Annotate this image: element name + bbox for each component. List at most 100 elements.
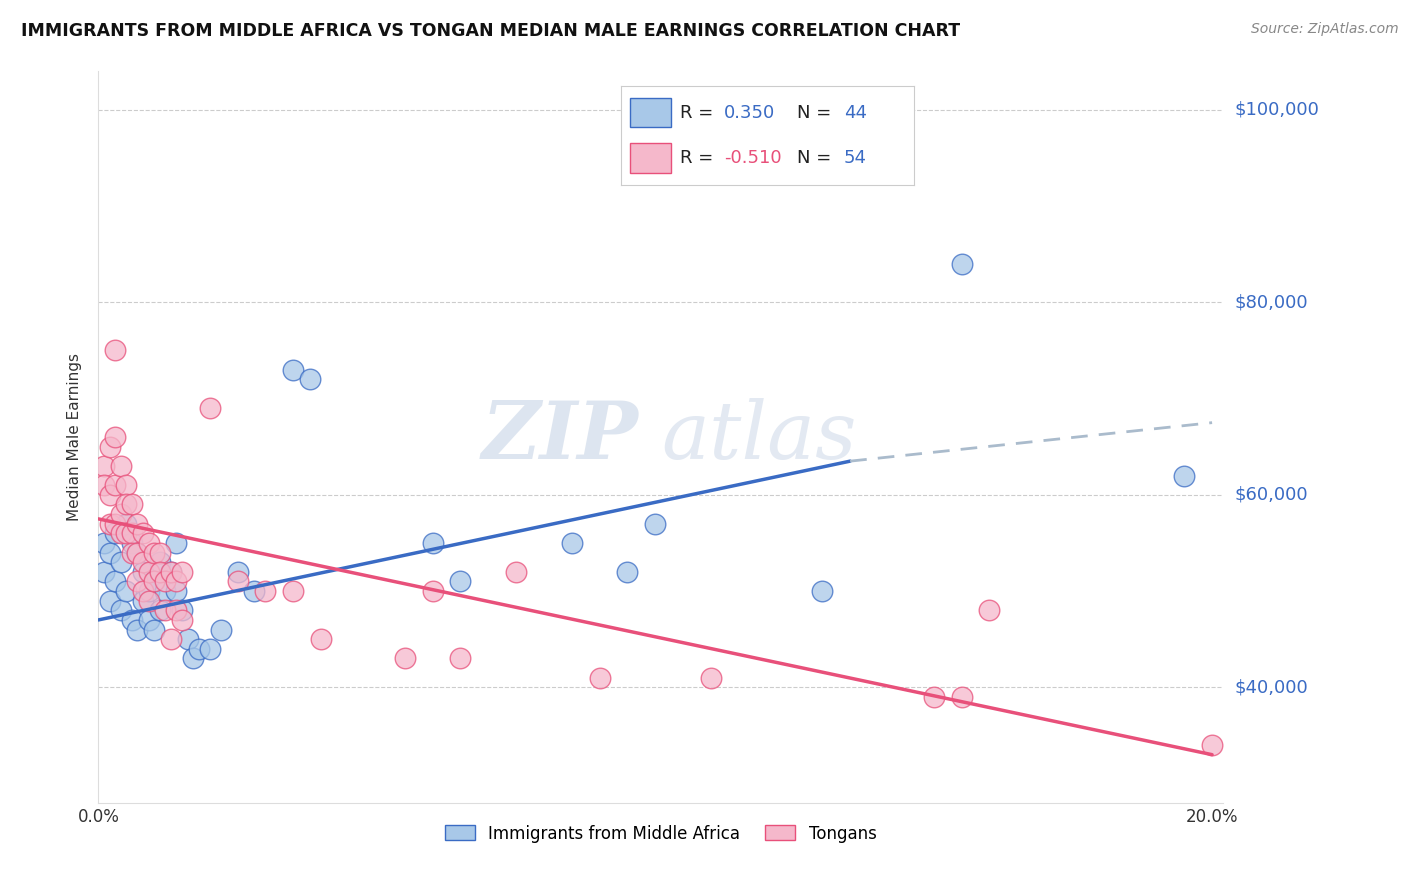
Point	[254, 584, 277, 599]
Point	[127, 545, 149, 559]
Point	[226, 574, 249, 589]
Point	[1173, 468, 1195, 483]
Point	[98, 593, 121, 607]
Point	[209, 623, 232, 637]
Point	[155, 603, 177, 617]
Point	[138, 536, 160, 550]
Point	[143, 574, 166, 589]
Point	[127, 623, 149, 637]
Point	[298, 372, 321, 386]
Point	[155, 584, 177, 599]
Point	[283, 584, 305, 599]
Point	[110, 526, 132, 541]
Point	[149, 555, 172, 569]
Point	[644, 516, 666, 531]
Point	[98, 545, 121, 559]
Point	[170, 565, 193, 579]
Point	[104, 430, 127, 444]
Point	[149, 603, 172, 617]
Point	[138, 584, 160, 599]
Point	[226, 565, 249, 579]
Point	[132, 526, 155, 541]
Y-axis label: Median Male Earnings: Median Male Earnings	[67, 353, 83, 521]
Point	[176, 632, 198, 647]
Point	[165, 536, 187, 550]
Point	[127, 545, 149, 559]
Point	[121, 536, 143, 550]
Point	[138, 565, 160, 579]
Point	[309, 632, 332, 647]
Point	[127, 574, 149, 589]
Point	[811, 584, 834, 599]
Point	[121, 545, 143, 559]
Point	[110, 507, 132, 521]
Point	[110, 603, 132, 617]
Point	[394, 651, 416, 665]
Point	[155, 574, 177, 589]
Point	[98, 440, 121, 454]
Point	[159, 565, 181, 579]
Point	[187, 641, 209, 656]
Point	[950, 690, 973, 704]
Point	[700, 671, 723, 685]
Point	[1201, 738, 1223, 752]
Point	[115, 526, 138, 541]
Point	[170, 603, 193, 617]
Point	[143, 545, 166, 559]
Text: $100,000: $100,000	[1234, 101, 1319, 119]
Point	[422, 584, 444, 599]
Point	[104, 343, 127, 358]
Point	[93, 536, 115, 550]
Point	[616, 565, 638, 579]
Text: ZIP: ZIP	[481, 399, 638, 475]
Point	[127, 516, 149, 531]
Point	[104, 574, 127, 589]
Point	[149, 565, 172, 579]
Point	[110, 555, 132, 569]
Text: $40,000: $40,000	[1234, 678, 1308, 697]
Text: $80,000: $80,000	[1234, 293, 1308, 311]
Point	[922, 690, 945, 704]
Point	[149, 545, 172, 559]
Point	[132, 584, 155, 599]
Point	[115, 584, 138, 599]
Point	[165, 603, 187, 617]
Point	[115, 498, 138, 512]
Point	[121, 526, 143, 541]
Point	[165, 584, 187, 599]
Point	[121, 498, 143, 512]
Point	[93, 458, 115, 473]
Point	[93, 478, 115, 492]
Text: Source: ZipAtlas.com: Source: ZipAtlas.com	[1251, 22, 1399, 37]
Point	[104, 478, 127, 492]
Text: $60,000: $60,000	[1234, 486, 1308, 504]
Point	[143, 574, 166, 589]
Point	[283, 362, 305, 376]
Point	[422, 536, 444, 550]
Point	[115, 516, 138, 531]
Point	[165, 574, 187, 589]
Point	[104, 526, 127, 541]
Legend: Immigrants from Middle Africa, Tongans: Immigrants from Middle Africa, Tongans	[439, 818, 883, 849]
Point	[104, 516, 127, 531]
Point	[98, 516, 121, 531]
Point	[98, 488, 121, 502]
Point	[181, 651, 204, 665]
Text: IMMIGRANTS FROM MIDDLE AFRICA VS TONGAN MEDIAN MALE EARNINGS CORRELATION CHART: IMMIGRANTS FROM MIDDLE AFRICA VS TONGAN …	[21, 22, 960, 40]
Point	[561, 536, 583, 550]
Point	[121, 613, 143, 627]
Point	[143, 623, 166, 637]
Point	[93, 565, 115, 579]
Point	[198, 401, 221, 416]
Point	[159, 565, 181, 579]
Point	[170, 613, 193, 627]
Point	[138, 593, 160, 607]
Point	[505, 565, 527, 579]
Point	[138, 613, 160, 627]
Point	[159, 632, 181, 647]
Point	[198, 641, 221, 656]
Point	[115, 478, 138, 492]
Point	[449, 574, 471, 589]
Point	[132, 593, 155, 607]
Point	[110, 458, 132, 473]
